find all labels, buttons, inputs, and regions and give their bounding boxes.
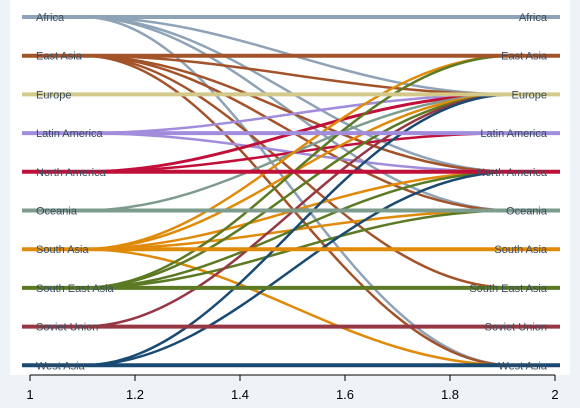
region-label-right-east-asia: East Asia	[501, 51, 548, 63]
stay-lines	[22, 15, 560, 368]
region-label-right-north-america: North America	[477, 167, 548, 179]
flow-south-asia-to-west-asia	[28, 247, 557, 367]
x-tick-label: 1.2	[126, 387, 144, 402]
region-label-left-south-asia: South Asia	[36, 244, 89, 256]
region-label-right-west-asia: West Asia	[498, 360, 548, 372]
region-label-left-latin-america: Latin America	[36, 128, 104, 140]
flow-west-asia-to-north-america	[28, 170, 557, 367]
x-tick-label: 1	[26, 387, 33, 402]
region-labels: Africa Africa East Asia East Asia Europe Euro…	[36, 12, 548, 372]
region-label-left-africa: Africa	[36, 12, 65, 24]
region-label-right-soviet-union: Soviet Union	[485, 322, 547, 334]
flow-west-asia-to-europe	[28, 93, 557, 367]
region-label-right-south-east-asia: South East Asia	[469, 283, 548, 295]
region-label-right-oceania: Oceania	[506, 206, 548, 218]
x-tick-label: 2	[551, 387, 558, 402]
region-label-left-europe: Europe	[36, 89, 71, 101]
x-tick-label: 1.4	[231, 387, 249, 402]
region-label-left-north-america: North America	[36, 167, 107, 179]
x-axis: 1 1.2 1.4 1.6 1.8 2	[26, 374, 559, 402]
region-label-left-south-east-asia: South East Asia	[36, 283, 115, 295]
region-label-left-soviet-union: Soviet Union	[36, 322, 98, 334]
region-label-left-oceania: Oceania	[36, 206, 78, 218]
x-tick-label: 1.6	[336, 387, 354, 402]
region-label-left-west-asia: West Asia	[36, 360, 86, 372]
region-label-right-europe: Europe	[512, 89, 547, 101]
region-label-right-africa: Africa	[519, 12, 548, 24]
region-label-right-latin-america: Latin America	[480, 128, 548, 140]
x-tick-label: 1.8	[441, 387, 459, 402]
region-label-left-east-asia: East Asia	[36, 51, 83, 63]
region-label-right-south-asia: South Asia	[494, 244, 547, 256]
